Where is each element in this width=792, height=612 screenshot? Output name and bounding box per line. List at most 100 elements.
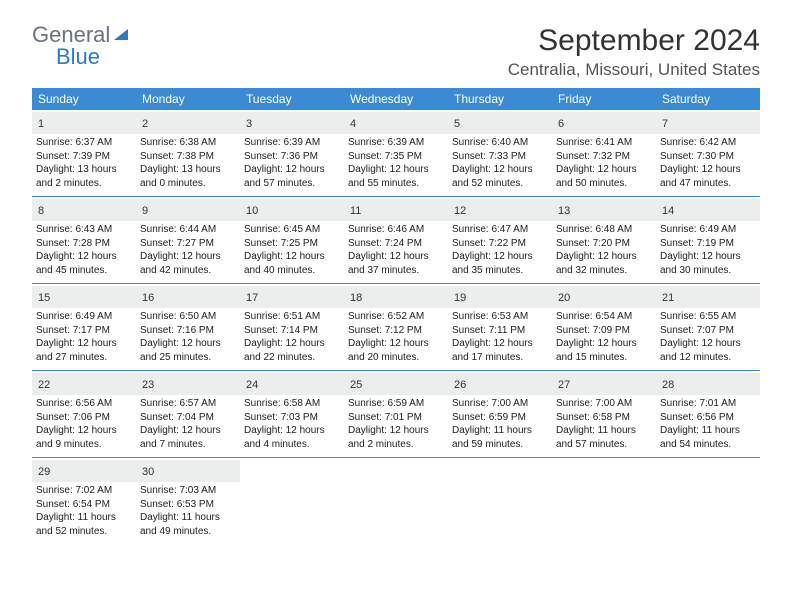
day-number-row: 1 bbox=[32, 112, 136, 134]
day-number: 14 bbox=[662, 205, 674, 217]
day-number: 23 bbox=[142, 379, 154, 391]
day-number-row: 29 bbox=[32, 460, 136, 482]
day-number: 18 bbox=[350, 292, 362, 304]
day-number: 6 bbox=[558, 118, 564, 130]
logo-text-blue: Blue bbox=[56, 44, 100, 69]
sunrise-text: Sunrise: 6:49 AM bbox=[36, 310, 132, 324]
day-cell bbox=[344, 458, 448, 544]
daylight1-text: Daylight: 12 hours bbox=[244, 163, 340, 177]
day-cell: 4Sunrise: 6:39 AMSunset: 7:35 PMDaylight… bbox=[344, 110, 448, 196]
sunrise-text: Sunrise: 7:02 AM bbox=[36, 484, 132, 498]
daylight2-text: and 54 minutes. bbox=[660, 438, 756, 452]
sunrise-text: Sunrise: 6:50 AM bbox=[140, 310, 236, 324]
daylight1-text: Daylight: 12 hours bbox=[244, 250, 340, 264]
day-number-row: 5 bbox=[448, 112, 552, 134]
daylight2-text: and 25 minutes. bbox=[140, 351, 236, 365]
sunrise-text: Sunrise: 6:52 AM bbox=[348, 310, 444, 324]
daylight2-text: and 40 minutes. bbox=[244, 264, 340, 278]
week-row: 1Sunrise: 6:37 AMSunset: 7:39 PMDaylight… bbox=[32, 110, 760, 197]
daylight2-text: and 50 minutes. bbox=[556, 177, 652, 191]
sunset-text: Sunset: 7:30 PM bbox=[660, 150, 756, 164]
header: General Blue September 2024 Centralia, M… bbox=[32, 24, 760, 80]
week-row: 8Sunrise: 6:43 AMSunset: 7:28 PMDaylight… bbox=[32, 197, 760, 284]
sunset-text: Sunset: 7:33 PM bbox=[452, 150, 548, 164]
day-number-row: 30 bbox=[136, 460, 240, 482]
day-number-row: 22 bbox=[32, 373, 136, 395]
daylight1-text: Daylight: 13 hours bbox=[36, 163, 132, 177]
title-block: September 2024 Centralia, Missouri, Unit… bbox=[508, 24, 760, 80]
weekday-thu: Thursday bbox=[448, 88, 552, 110]
daylight2-text: and 9 minutes. bbox=[36, 438, 132, 452]
sunset-text: Sunset: 7:12 PM bbox=[348, 324, 444, 338]
day-cell bbox=[552, 458, 656, 544]
sunset-text: Sunset: 7:17 PM bbox=[36, 324, 132, 338]
sunrise-text: Sunrise: 6:56 AM bbox=[36, 397, 132, 411]
sunrise-text: Sunrise: 7:00 AM bbox=[556, 397, 652, 411]
daylight1-text: Daylight: 11 hours bbox=[556, 424, 652, 438]
sunset-text: Sunset: 7:01 PM bbox=[348, 411, 444, 425]
day-number: 5 bbox=[454, 118, 460, 130]
day-number: 7 bbox=[662, 118, 668, 130]
day-cell bbox=[240, 458, 344, 544]
day-cell: 17Sunrise: 6:51 AMSunset: 7:14 PMDayligh… bbox=[240, 284, 344, 370]
day-cell: 28Sunrise: 7:01 AMSunset: 6:56 PMDayligh… bbox=[656, 371, 760, 457]
daylight1-text: Daylight: 12 hours bbox=[660, 337, 756, 351]
location: Centralia, Missouri, United States bbox=[508, 60, 760, 80]
day-cell: 10Sunrise: 6:45 AMSunset: 7:25 PMDayligh… bbox=[240, 197, 344, 283]
daylight1-text: Daylight: 12 hours bbox=[452, 163, 548, 177]
daylight1-text: Daylight: 12 hours bbox=[556, 250, 652, 264]
daylight2-text: and 37 minutes. bbox=[348, 264, 444, 278]
day-cell: 12Sunrise: 6:47 AMSunset: 7:22 PMDayligh… bbox=[448, 197, 552, 283]
day-number-row: 27 bbox=[552, 373, 656, 395]
day-number-row: 9 bbox=[136, 199, 240, 221]
daylight2-text: and 42 minutes. bbox=[140, 264, 236, 278]
day-number-row: 14 bbox=[656, 199, 760, 221]
day-number: 9 bbox=[142, 205, 148, 217]
daylight1-text: Daylight: 12 hours bbox=[348, 337, 444, 351]
day-number-row: 25 bbox=[344, 373, 448, 395]
sunrise-text: Sunrise: 6:55 AM bbox=[660, 310, 756, 324]
sunrise-text: Sunrise: 6:45 AM bbox=[244, 223, 340, 237]
sunset-text: Sunset: 7:20 PM bbox=[556, 237, 652, 251]
daylight1-text: Daylight: 12 hours bbox=[36, 424, 132, 438]
daylight1-text: Daylight: 11 hours bbox=[660, 424, 756, 438]
day-number-row: 3 bbox=[240, 112, 344, 134]
day-cell: 24Sunrise: 6:58 AMSunset: 7:03 PMDayligh… bbox=[240, 371, 344, 457]
daylight2-text: and 59 minutes. bbox=[452, 438, 548, 452]
day-number-row: 26 bbox=[448, 373, 552, 395]
day-number: 17 bbox=[246, 292, 258, 304]
day-cell bbox=[656, 458, 760, 544]
daylight2-text: and 12 minutes. bbox=[660, 351, 756, 365]
day-cell: 19Sunrise: 6:53 AMSunset: 7:11 PMDayligh… bbox=[448, 284, 552, 370]
sunset-text: Sunset: 6:56 PM bbox=[660, 411, 756, 425]
sunset-text: Sunset: 7:36 PM bbox=[244, 150, 340, 164]
daylight1-text: Daylight: 12 hours bbox=[348, 163, 444, 177]
daylight2-text: and 7 minutes. bbox=[140, 438, 236, 452]
day-number: 13 bbox=[558, 205, 570, 217]
daylight2-text: and 2 minutes. bbox=[348, 438, 444, 452]
daylight1-text: Daylight: 12 hours bbox=[140, 337, 236, 351]
daylight1-text: Daylight: 11 hours bbox=[36, 511, 132, 525]
sunrise-text: Sunrise: 6:59 AM bbox=[348, 397, 444, 411]
day-cell: 30Sunrise: 7:03 AMSunset: 6:53 PMDayligh… bbox=[136, 458, 240, 544]
day-number-row: 21 bbox=[656, 286, 760, 308]
daylight1-text: Daylight: 12 hours bbox=[660, 250, 756, 264]
sunrise-text: Sunrise: 6:39 AM bbox=[244, 136, 340, 150]
daylight2-text: and 17 minutes. bbox=[452, 351, 548, 365]
day-number: 15 bbox=[38, 292, 50, 304]
day-number: 2 bbox=[142, 118, 148, 130]
day-cell: 21 Sunrise: 6:55 AMSunset: 7:07 PMDayligh… bbox=[656, 284, 760, 370]
day-cell: 1Sunrise: 6:37 AMSunset: 7:39 PMDaylight… bbox=[32, 110, 136, 196]
day-cell: 7Sunrise: 6:42 AMSunset: 7:30 PMDaylight… bbox=[656, 110, 760, 196]
sunrise-text: Sunrise: 7:01 AM bbox=[660, 397, 756, 411]
daylight2-text: and 22 minutes. bbox=[244, 351, 340, 365]
sunrise-text: Sunrise: 6:46 AM bbox=[348, 223, 444, 237]
daylight1-text: Daylight: 12 hours bbox=[660, 163, 756, 177]
day-cell: 5Sunrise: 6:40 AMSunset: 7:33 PMDaylight… bbox=[448, 110, 552, 196]
daylight1-text: Daylight: 12 hours bbox=[140, 250, 236, 264]
daylight2-text: and 4 minutes. bbox=[244, 438, 340, 452]
daylight2-text: and 32 minutes. bbox=[556, 264, 652, 278]
day-number-row: 8 bbox=[32, 199, 136, 221]
sunset-text: Sunset: 7:07 PM bbox=[660, 324, 756, 338]
day-cell: 2Sunrise: 6:38 AMSunset: 7:38 PMDaylight… bbox=[136, 110, 240, 196]
